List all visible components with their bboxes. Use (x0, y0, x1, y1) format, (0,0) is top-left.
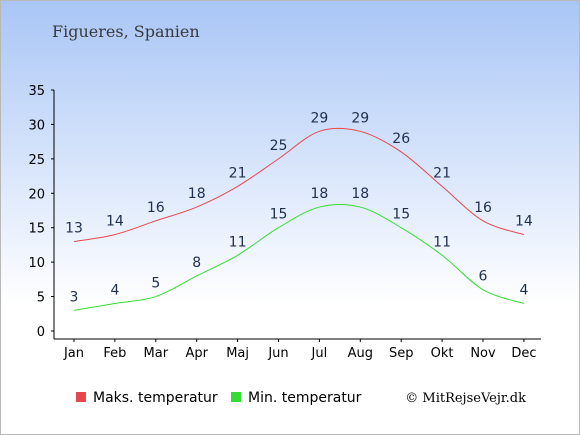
data-label-min: 15 (270, 207, 288, 223)
x-tick-label: Okt (431, 346, 454, 361)
data-label-min: 18 (310, 186, 328, 202)
data-label-min: 11 (229, 234, 247, 250)
x-tick-label: Sep (389, 346, 414, 361)
data-label-max: 21 (229, 165, 247, 181)
legend-swatch-max (76, 392, 86, 402)
data-label-max: 16 (147, 200, 165, 216)
data-label-max: 29 (351, 110, 369, 126)
legend-label-max: Maks. temperatur (93, 390, 218, 406)
x-tick-label: Nov (470, 346, 496, 361)
x-tick-label: Mar (144, 346, 169, 361)
data-label-min: 8 (192, 255, 201, 271)
y-tick-label: 15 (28, 222, 45, 237)
data-label-min: 4 (519, 282, 528, 298)
series-line-max (73, 127, 525, 242)
data-label-min: 5 (151, 276, 160, 292)
y-tick-label: 25 (28, 153, 45, 168)
x-tick-label: Jul (311, 346, 328, 361)
data-label-max: 21 (433, 165, 451, 181)
data-label-max: 16 (474, 200, 492, 216)
data-label-min: 11 (433, 234, 451, 250)
legend: Maks. temperatur Min. temperatur (76, 390, 362, 406)
x-tick-label: Aug (348, 346, 373, 361)
y-tick-label: 35 (28, 84, 45, 99)
chart-title: Figueres, Spanien (52, 22, 200, 41)
x-tick-label: Maj (226, 346, 249, 361)
legend-label-min: Min. temperatur (248, 390, 362, 406)
data-label-max: 26 (392, 131, 410, 147)
legend-swatch-min (231, 392, 241, 402)
data-label-min: 3 (70, 289, 79, 305)
x-tick-label: Jan (63, 346, 84, 361)
x-tick-label: Apr (185, 346, 208, 361)
data-label-min: 18 (351, 186, 369, 202)
series-layer (73, 127, 525, 311)
data-label-min: 4 (110, 282, 119, 298)
data-label-max: 14 (106, 214, 124, 230)
data-label-max: 13 (65, 220, 83, 236)
x-tick-label: Feb (103, 346, 126, 361)
data-label-max: 14 (515, 214, 533, 230)
x-tick-label: Jun (267, 346, 288, 361)
data-label-min: 6 (479, 269, 488, 285)
data-labels: 13 14 16 18 21 25 29 29 26 21 16 14 3 4 5 8 11 15 18 18 15 11… (65, 110, 533, 305)
y-tick-label: 20 (28, 187, 45, 202)
y-tick-label: 0 (37, 325, 45, 340)
data-label-min: 15 (392, 207, 410, 223)
data-label-max: 25 (270, 138, 288, 154)
y-tick-label: 30 (28, 118, 45, 133)
data-label-max: 29 (310, 110, 328, 126)
data-label-max: 18 (188, 186, 206, 202)
series-line-min (73, 203, 525, 311)
y-tick-label: 5 (37, 291, 45, 306)
credit-text: © MitRejseVejr.dk (405, 391, 526, 406)
x-tick-label: Dec (511, 346, 536, 361)
y-tick-label: 10 (28, 256, 45, 271)
